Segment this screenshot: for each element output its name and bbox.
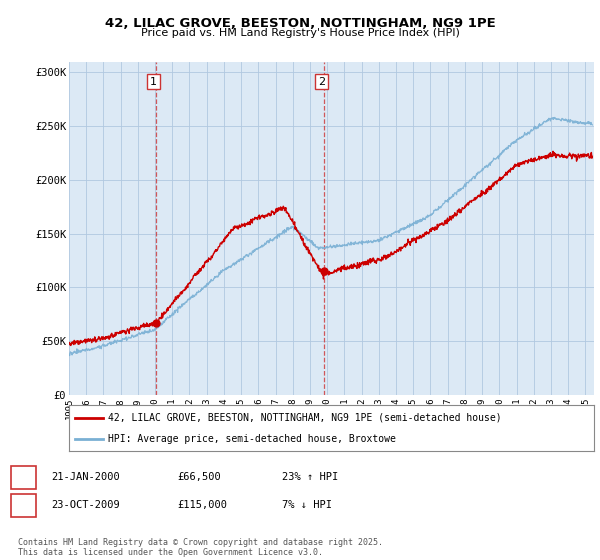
Text: Price paid vs. HM Land Registry's House Price Index (HPI): Price paid vs. HM Land Registry's House … — [140, 28, 460, 38]
Text: 23% ↑ HPI: 23% ↑ HPI — [282, 472, 338, 482]
Text: £66,500: £66,500 — [177, 472, 221, 482]
Text: 21-JAN-2000: 21-JAN-2000 — [51, 472, 120, 482]
Text: 1: 1 — [150, 77, 157, 87]
Text: 23-OCT-2009: 23-OCT-2009 — [51, 500, 120, 510]
Text: Contains HM Land Registry data © Crown copyright and database right 2025.
This d: Contains HM Land Registry data © Crown c… — [18, 538, 383, 557]
Text: 42, LILAC GROVE, BEESTON, NOTTINGHAM, NG9 1PE (semi-detached house): 42, LILAC GROVE, BEESTON, NOTTINGHAM, NG… — [109, 413, 502, 423]
Text: 2: 2 — [20, 498, 27, 512]
Text: 7% ↓ HPI: 7% ↓ HPI — [282, 500, 332, 510]
Text: £115,000: £115,000 — [177, 500, 227, 510]
Text: 1: 1 — [20, 470, 27, 484]
Text: 42, LILAC GROVE, BEESTON, NOTTINGHAM, NG9 1PE: 42, LILAC GROVE, BEESTON, NOTTINGHAM, NG… — [104, 17, 496, 30]
Text: HPI: Average price, semi-detached house, Broxtowe: HPI: Average price, semi-detached house,… — [109, 435, 396, 444]
Text: 2: 2 — [318, 77, 325, 87]
